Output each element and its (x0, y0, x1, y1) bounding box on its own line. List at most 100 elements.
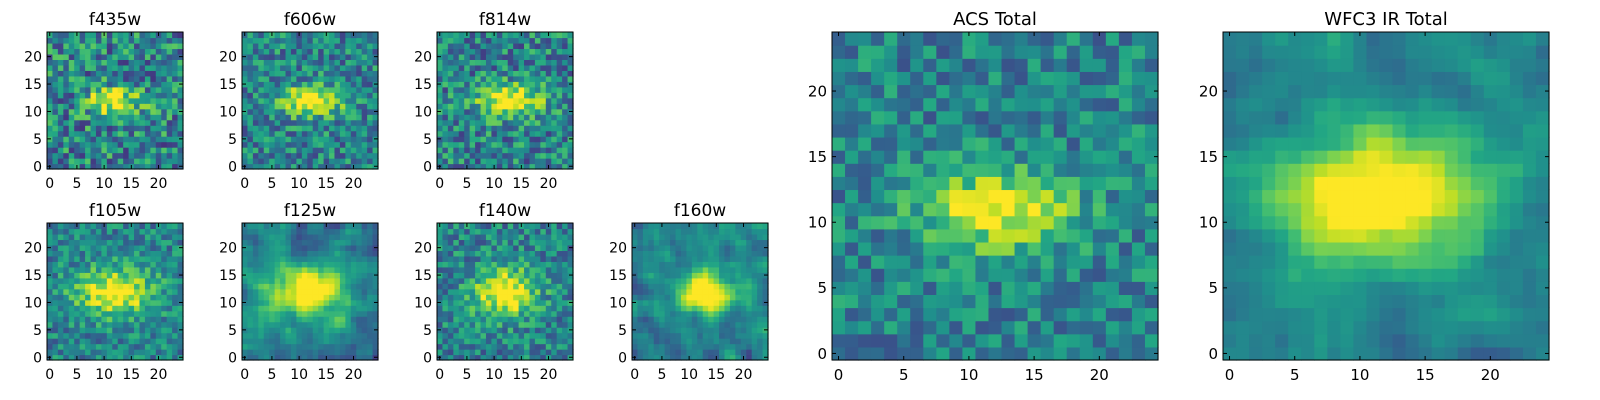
heatmap-cell (762, 228, 769, 235)
heatmap-cell (556, 37, 563, 44)
heatmap-cell (485, 283, 492, 290)
x-tick-label: 10 (680, 367, 698, 383)
heatmap-cell (453, 108, 460, 115)
heatmap-cell (117, 332, 124, 339)
heatmap-cell (691, 327, 698, 334)
heatmap-cell (323, 114, 330, 121)
heatmap-cell (453, 321, 460, 328)
heatmap-cell (155, 81, 162, 88)
heatmap-cell (562, 163, 569, 170)
heatmap-cell (437, 152, 444, 159)
heatmap-cell (79, 277, 86, 284)
heatmap-cell (556, 152, 563, 159)
heatmap-cell (729, 294, 736, 301)
heatmap-cell (686, 283, 693, 290)
heatmap-cell (540, 48, 547, 55)
heatmap-cell (713, 266, 720, 273)
heatmap-cell (524, 327, 531, 334)
heatmap-cell (529, 272, 536, 279)
heatmap-cell (269, 114, 276, 121)
heatmap-cell (52, 354, 59, 361)
heatmap-cell (735, 250, 742, 257)
heatmap-cell (150, 42, 157, 50)
heatmap-cell (150, 321, 157, 328)
heatmap-cell (556, 272, 563, 279)
heatmap-cell (540, 310, 547, 317)
heatmap-cell (367, 310, 374, 317)
heatmap-cell (469, 228, 476, 235)
heatmap-cell (323, 288, 330, 295)
heatmap-cell (263, 114, 270, 121)
heatmap-cell (762, 277, 769, 284)
heatmap-cell (567, 70, 574, 77)
heatmap-cell (659, 332, 666, 339)
heatmap-cell (540, 70, 547, 77)
heatmap-cell (101, 343, 108, 350)
heatmap-cell (323, 130, 330, 137)
heatmap-cell (632, 283, 639, 290)
heatmap-cell (447, 130, 454, 137)
heatmap-cell (57, 305, 64, 312)
heatmap-cell (529, 136, 536, 143)
heatmap-cell (106, 299, 113, 306)
heatmap-cell (513, 261, 520, 268)
heatmap-cell (724, 223, 731, 230)
heatmap-cell (63, 92, 70, 99)
heatmap-cell (63, 81, 70, 88)
y-tick-label: 10 (609, 296, 627, 312)
heatmap-cell (534, 299, 541, 306)
heatmap-cell (139, 64, 146, 71)
heatmap-cell (884, 281, 898, 295)
heatmap-cell (447, 125, 454, 132)
heatmap-cell (507, 53, 514, 60)
heatmap-cell (90, 283, 97, 290)
heatmap-cell (751, 327, 758, 334)
heatmap-cell (458, 321, 465, 328)
heatmap-cell (551, 86, 558, 93)
heatmap-cell (74, 103, 81, 110)
heatmap-cell (556, 114, 563, 121)
heatmap-cell (545, 48, 552, 55)
heatmap-cell (642, 233, 649, 241)
heatmap-cell (659, 327, 666, 334)
heatmap-cell (562, 53, 569, 60)
heatmap-cell (150, 163, 157, 170)
heatmap-cell (57, 349, 64, 356)
heatmap-cell (686, 299, 693, 306)
heatmap-cell (52, 163, 59, 170)
heatmap-cell (339, 108, 346, 115)
heatmap-cell (85, 92, 92, 99)
heatmap-cell (545, 119, 552, 126)
heatmap-cell (469, 97, 476, 104)
heatmap-cell (318, 158, 325, 165)
heatmap-cell (280, 136, 287, 143)
heatmap-cell (334, 141, 341, 148)
heatmap-cell (1001, 333, 1016, 348)
heatmap-cell (307, 103, 314, 110)
heatmap-cell (95, 223, 102, 230)
heatmap-cell (507, 37, 514, 44)
heatmap-cell (63, 239, 70, 246)
heatmap-cell (442, 125, 449, 132)
heatmap-cell (485, 42, 492, 50)
heatmap-cell (247, 261, 254, 268)
heatmap-cell (485, 125, 492, 132)
heatmap-cell (746, 332, 753, 339)
heatmap-cell (139, 244, 146, 251)
heatmap-cell (269, 228, 276, 235)
heatmap-cell (312, 158, 319, 165)
x-tick-label: 15 (122, 367, 140, 383)
heatmap-cell (123, 305, 130, 312)
heatmap-cell (936, 346, 950, 361)
heatmap-cell (507, 354, 514, 361)
heatmap-cell (910, 189, 924, 204)
heatmap-cell (556, 283, 563, 290)
heatmap-cell (708, 266, 715, 273)
heatmap-cell (345, 239, 352, 246)
heatmap-cell (290, 108, 297, 115)
heatmap-cell (702, 305, 709, 312)
heatmap-cell (502, 316, 509, 323)
heatmap-cell (63, 108, 70, 115)
heatmap-cell (524, 48, 531, 55)
heatmap-cell (502, 37, 509, 44)
